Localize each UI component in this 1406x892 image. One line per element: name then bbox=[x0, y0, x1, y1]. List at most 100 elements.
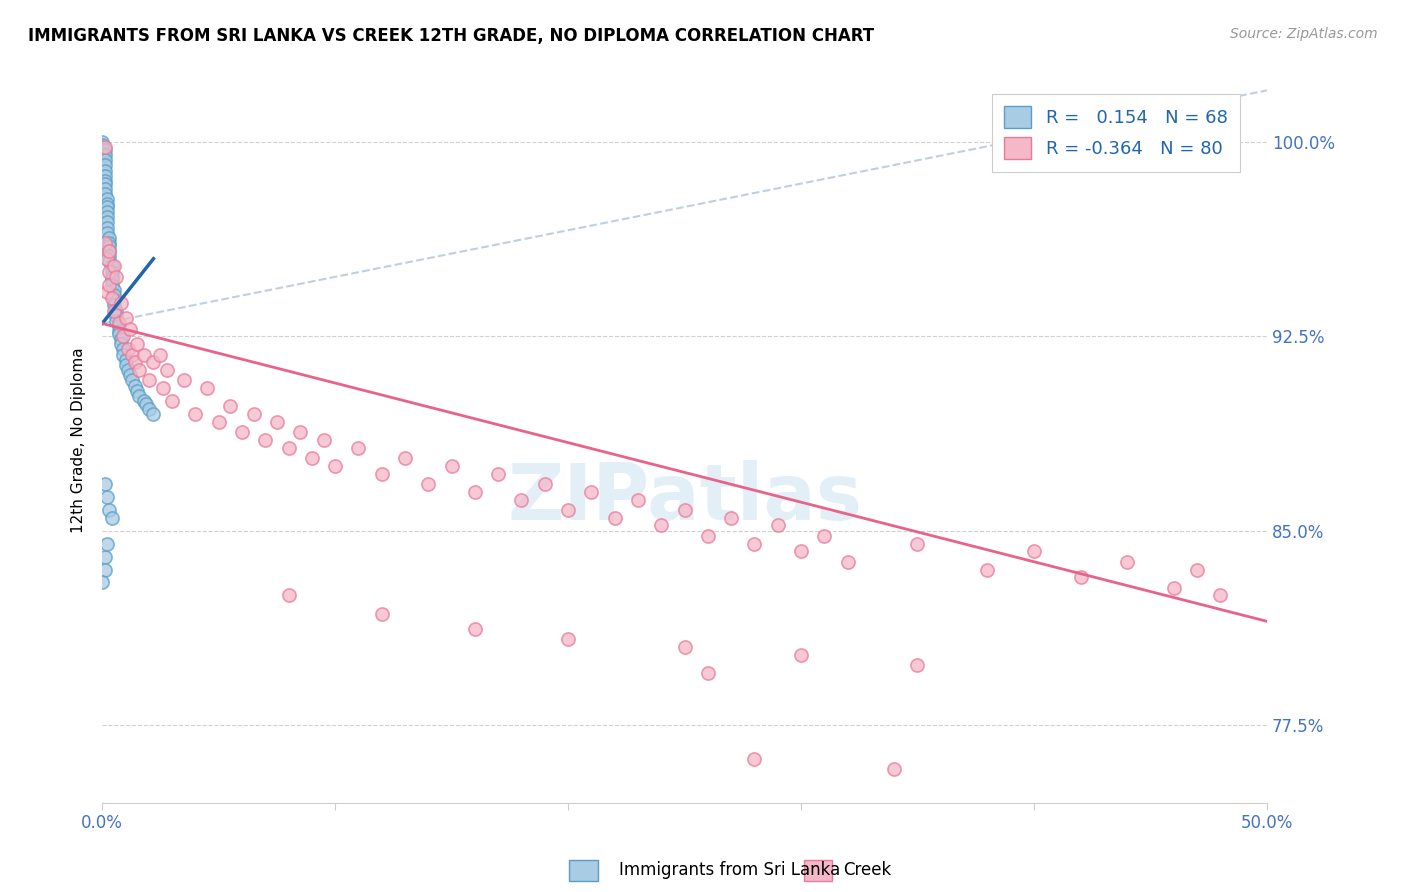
Point bbox=[156, 363, 179, 377]
Point bbox=[105, 309, 128, 323]
Point bbox=[627, 492, 650, 507]
Point bbox=[837, 555, 859, 569]
Point bbox=[98, 236, 121, 251]
Point bbox=[1185, 562, 1208, 576]
Point bbox=[277, 441, 299, 455]
Point bbox=[91, 148, 114, 162]
Point bbox=[907, 536, 929, 550]
Point bbox=[100, 291, 122, 305]
Point bbox=[93, 153, 115, 168]
Point bbox=[744, 751, 766, 765]
Point bbox=[883, 762, 905, 776]
Point bbox=[124, 378, 146, 392]
Point bbox=[184, 407, 207, 421]
Point bbox=[100, 260, 122, 274]
Point bbox=[96, 285, 118, 300]
Point bbox=[114, 311, 136, 326]
Point bbox=[110, 337, 132, 351]
Point bbox=[603, 510, 626, 524]
Point bbox=[117, 343, 139, 357]
Point bbox=[744, 536, 766, 550]
Point bbox=[105, 269, 128, 284]
Point bbox=[486, 467, 509, 481]
Point bbox=[766, 518, 789, 533]
Point bbox=[98, 244, 121, 258]
Point bbox=[152, 381, 174, 395]
Point bbox=[277, 588, 299, 602]
Point bbox=[394, 451, 416, 466]
Point bbox=[98, 265, 121, 279]
Point bbox=[93, 169, 115, 183]
Point bbox=[91, 135, 114, 149]
Text: Creek: Creek bbox=[844, 861, 891, 879]
Point bbox=[347, 441, 370, 455]
Point bbox=[290, 425, 312, 440]
Point bbox=[96, 220, 118, 235]
Point bbox=[93, 186, 115, 201]
Point bbox=[110, 295, 132, 310]
Point bbox=[127, 337, 149, 351]
Point bbox=[219, 400, 242, 414]
Point bbox=[464, 484, 486, 499]
Point bbox=[93, 143, 115, 157]
Point bbox=[107, 317, 129, 331]
Point bbox=[98, 231, 121, 245]
Text: ZIPatlas: ZIPatlas bbox=[508, 460, 862, 536]
Point bbox=[114, 352, 136, 367]
Point bbox=[124, 355, 146, 369]
Point bbox=[440, 458, 463, 473]
Point bbox=[134, 347, 156, 361]
Bar bbox=[569, 860, 598, 881]
Bar bbox=[804, 860, 832, 881]
Point bbox=[650, 518, 672, 533]
Point bbox=[128, 389, 150, 403]
Point bbox=[149, 347, 172, 361]
Point bbox=[138, 401, 160, 416]
Point bbox=[976, 562, 998, 576]
Point bbox=[100, 277, 122, 292]
Text: Immigrants from Sri Lanka: Immigrants from Sri Lanka bbox=[619, 861, 839, 879]
Point bbox=[93, 177, 115, 191]
Point bbox=[371, 467, 394, 481]
Point bbox=[117, 363, 139, 377]
Point bbox=[121, 374, 143, 388]
Point bbox=[93, 174, 115, 188]
Point bbox=[138, 374, 160, 388]
Point bbox=[120, 368, 142, 383]
Point bbox=[100, 269, 122, 284]
Point bbox=[1209, 588, 1232, 602]
Point bbox=[91, 575, 114, 590]
Point bbox=[231, 425, 253, 440]
Point bbox=[266, 415, 288, 429]
Point bbox=[720, 510, 742, 524]
Point bbox=[103, 298, 125, 312]
Point bbox=[173, 374, 195, 388]
Point bbox=[105, 314, 128, 328]
Point bbox=[195, 381, 218, 395]
Point bbox=[98, 503, 121, 517]
Point bbox=[107, 324, 129, 338]
Point bbox=[107, 326, 129, 341]
Legend: R =   0.154   N = 68, R = -0.364   N = 80: R = 0.154 N = 68, R = -0.364 N = 80 bbox=[991, 94, 1240, 172]
Y-axis label: 12th Grade, No Diploma: 12th Grade, No Diploma bbox=[72, 347, 86, 533]
Point bbox=[673, 640, 696, 655]
Point bbox=[96, 211, 118, 225]
Point bbox=[557, 503, 579, 517]
Point bbox=[142, 355, 165, 369]
Point bbox=[323, 458, 346, 473]
Point bbox=[96, 536, 118, 550]
Point bbox=[91, 145, 114, 160]
Point bbox=[301, 451, 323, 466]
Point bbox=[110, 332, 132, 346]
Point bbox=[96, 215, 118, 229]
Text: Source: ZipAtlas.com: Source: ZipAtlas.com bbox=[1230, 27, 1378, 41]
Point bbox=[242, 407, 264, 421]
Point bbox=[103, 288, 125, 302]
Point bbox=[93, 159, 115, 173]
Point bbox=[96, 490, 118, 504]
Point bbox=[96, 197, 118, 211]
Point bbox=[93, 477, 115, 491]
Point bbox=[464, 622, 486, 636]
Point bbox=[1070, 570, 1092, 584]
Point bbox=[103, 303, 125, 318]
